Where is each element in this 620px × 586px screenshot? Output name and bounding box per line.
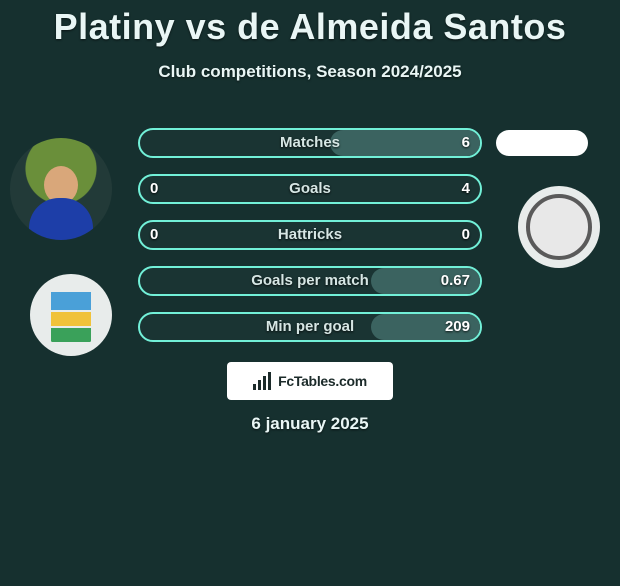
- fctables-logo-icon: [253, 372, 271, 390]
- stat-right-value: 0: [462, 222, 470, 248]
- stat-row-hattricks: 0Hattricks0: [138, 220, 482, 250]
- site-name: FcTables.com: [278, 373, 367, 389]
- stat-row-min-per-goal: Min per goal209: [138, 312, 482, 342]
- stat-label: Goals per match: [140, 268, 480, 294]
- page-title: Platiny vs de Almeida Santos: [0, 6, 620, 48]
- player-left-photo: [10, 138, 112, 240]
- player-right-placeholder-icon: [496, 130, 588, 156]
- stat-row-matches: Matches6: [138, 128, 482, 158]
- stat-row-goals: 0Goals4: [138, 174, 482, 204]
- page-subtitle: Club competitions, Season 2024/2025: [0, 62, 620, 82]
- stat-label: Matches: [140, 130, 480, 156]
- stat-label: Min per goal: [140, 314, 480, 340]
- stat-right-value: 4: [462, 176, 470, 202]
- player-silhouette-icon: [26, 160, 96, 240]
- stat-label: Hattricks: [140, 222, 480, 248]
- stats-panel: Matches60Goals40Hattricks0Goals per matc…: [138, 128, 482, 358]
- stat-row-goals-per-match: Goals per match0.67: [138, 266, 482, 296]
- stat-label: Goals: [140, 176, 480, 202]
- site-branding[interactable]: FcTables.com: [227, 362, 393, 400]
- stat-right-value: 209: [445, 314, 470, 340]
- footer-date: 6 january 2025: [0, 414, 620, 434]
- club-right-crest-icon: [518, 186, 600, 268]
- stat-right-value: 6: [462, 130, 470, 156]
- stat-right-value: 0.67: [441, 268, 470, 294]
- club-left-crest-icon: [30, 274, 112, 356]
